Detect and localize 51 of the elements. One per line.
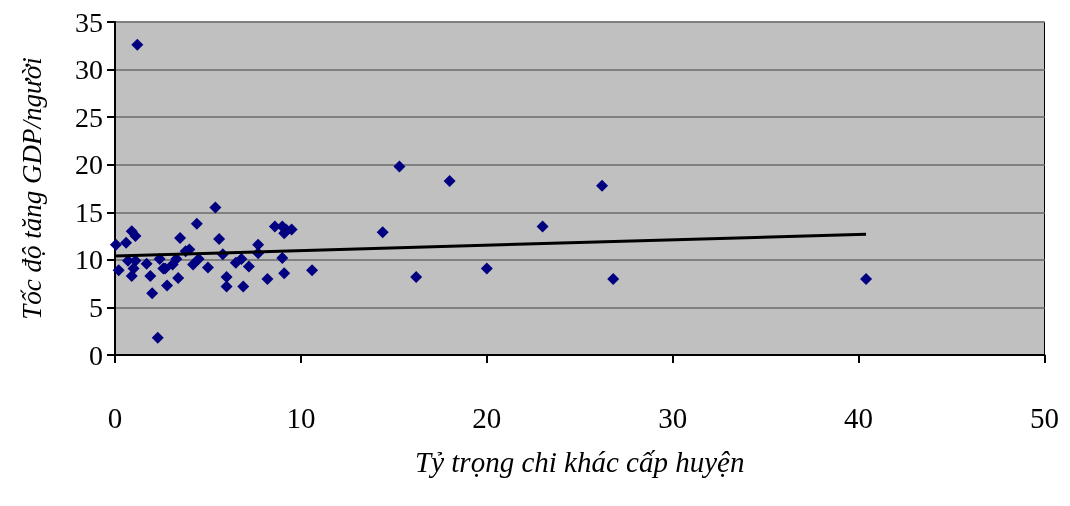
- point: [410, 270, 423, 283]
- point: [174, 231, 187, 244]
- y-tick-label: 5: [89, 291, 103, 323]
- y-tick-label: 35: [75, 6, 103, 38]
- point: [220, 280, 233, 293]
- point: [276, 251, 289, 264]
- point: [596, 179, 609, 192]
- point: [131, 38, 144, 51]
- x-tick-label: 10: [286, 401, 316, 434]
- point: [261, 272, 274, 285]
- point: [393, 160, 406, 173]
- point: [187, 258, 200, 271]
- point: [213, 232, 226, 245]
- point: [151, 331, 164, 344]
- point: [376, 226, 389, 239]
- point: [443, 174, 456, 187]
- point: [201, 261, 214, 274]
- point: [190, 217, 203, 230]
- point: [860, 272, 873, 285]
- point: [242, 260, 255, 273]
- y-tick-label: 25: [75, 101, 103, 133]
- x-tick-label: 40: [844, 401, 874, 434]
- point: [278, 267, 291, 280]
- point: [120, 236, 133, 249]
- point: [235, 252, 248, 265]
- point: [161, 279, 174, 292]
- y-tick-label: 30: [75, 54, 103, 86]
- point: [306, 264, 319, 277]
- y-tick-label: 0: [89, 339, 103, 371]
- point: [607, 272, 620, 285]
- point: [140, 257, 153, 270]
- point: [112, 264, 125, 277]
- point: [144, 270, 157, 283]
- y-tick-label: 15: [75, 196, 103, 228]
- point: [209, 201, 222, 214]
- point: [480, 262, 493, 275]
- point: [125, 270, 138, 283]
- x-axis-title: Tỷ trọng chi khác cấp huyện: [415, 445, 745, 478]
- y-tick-label: 10: [75, 244, 103, 276]
- point: [129, 230, 142, 243]
- x-tick-label: 20: [472, 401, 502, 434]
- point: [109, 238, 122, 251]
- point: [220, 270, 233, 283]
- point: [237, 280, 250, 293]
- x-tick-label: 50: [1030, 401, 1059, 434]
- point: [172, 271, 185, 284]
- y-axis-title: Tốc độ tăng GDP/người: [16, 57, 47, 320]
- point: [536, 220, 549, 233]
- x-tick-label: 30: [658, 401, 688, 434]
- point: [146, 287, 159, 300]
- y-tick-label: 20: [75, 149, 103, 181]
